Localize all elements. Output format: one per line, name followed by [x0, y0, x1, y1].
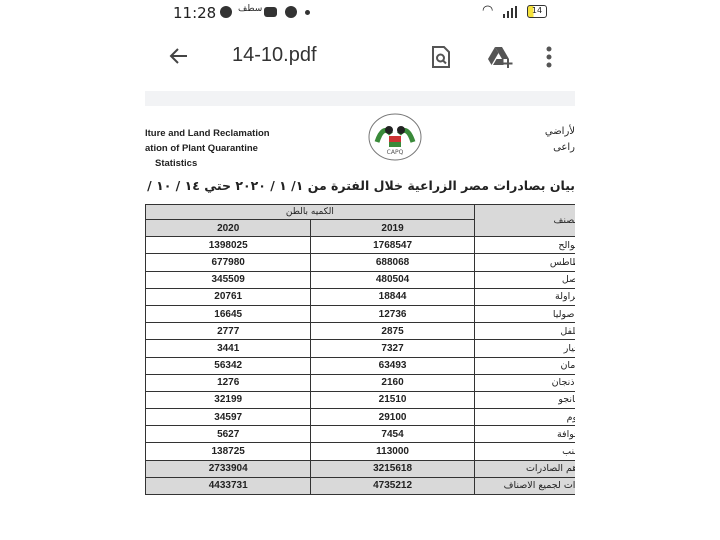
item-name: عنب: [473, 442, 575, 461]
svg-text:CAPQ: CAPQ: [387, 149, 404, 156]
table-row: 345509480504بصل: [145, 270, 575, 289]
wifi-icon: ◠: [482, 3, 494, 18]
value-2020: 345509: [145, 270, 312, 289]
pdf-page[interactable]: lture and Land Reclamation ation of Plan…: [145, 106, 575, 506]
item-name: ناصوليا: [473, 304, 575, 324]
item-header: الصنف: [473, 203, 575, 238]
table-row: 2076118844فراولة: [145, 287, 575, 306]
header-ar-line-2: راعى: [553, 142, 575, 153]
document-heading: بيان بصادرات مصر الزراعية خلال الفترة من…: [145, 178, 575, 193]
item-name: جوافة: [473, 425, 575, 444]
value-2019: 7327: [310, 339, 475, 358]
value-2019: 3215618: [310, 459, 475, 478]
value-2019: 2875: [310, 322, 475, 341]
value-2020: 1398025: [145, 236, 312, 255]
drive-add-icon[interactable]: [486, 45, 514, 69]
item-name: رمان: [473, 356, 575, 375]
total-row: 4433731 4735212 رات لجميع الاصناف: [145, 476, 575, 496]
value-2020: 138725: [145, 442, 312, 461]
value-2019: 21510: [310, 390, 475, 410]
quantity-header: الكميه بالطن: [145, 204, 475, 220]
table-row: 3459729100ثوم: [145, 408, 575, 427]
table-row: 13980251768547موالح: [145, 236, 575, 255]
value-2019: 7454: [310, 425, 475, 444]
value-2019: 1768547: [310, 236, 475, 255]
year-header-2020: 2020: [145, 218, 312, 238]
table-row: 138725113000عنب: [145, 442, 575, 461]
value-2020: 5627: [145, 425, 312, 444]
value-2019: 480504: [310, 270, 475, 289]
header-en-line-2: ation of Plant Quarantine: [145, 143, 258, 154]
value-2020: 34597: [145, 408, 312, 427]
item-name: بصل: [473, 270, 575, 289]
search-document-icon[interactable]: [430, 45, 452, 69]
capq-logo: CAPQ: [367, 112, 423, 162]
document-title: 14-10.pdf: [232, 44, 317, 66]
value-2019: 113000: [310, 442, 475, 461]
header-ar-line-1: لأراضي: [544, 126, 575, 137]
year-header-2019: 2019: [310, 218, 475, 238]
browser-icon: [285, 6, 297, 18]
signal-icon: [503, 6, 519, 18]
value-2019: 18844: [310, 287, 475, 306]
table-row: 12762160باذنجان: [145, 373, 575, 392]
total-row: 2733904 3215618 اهم الصادرات: [145, 459, 575, 478]
header-en-line-3: Statistics: [155, 158, 198, 169]
table-row: 1664512736ناصوليا: [145, 304, 575, 324]
item-name: فلفل: [473, 322, 575, 341]
value-2019: 12736: [310, 304, 475, 324]
value-2019: 29100: [310, 408, 475, 427]
value-2020: 2777: [145, 322, 312, 341]
value-2020: 677980: [145, 253, 312, 272]
value-2019: 2160: [310, 373, 475, 392]
battery-icon: 14: [527, 5, 547, 18]
item-name: خيار: [473, 339, 575, 358]
value-2020: 2733904: [145, 459, 312, 478]
table-row: 56277454جوافة: [145, 425, 575, 444]
page-gap: [145, 91, 575, 106]
table-row: 34417327خيار: [145, 339, 575, 358]
more-vert-icon[interactable]: [545, 46, 553, 68]
header-en-line-1: lture and Land Reclamation: [145, 128, 270, 139]
notification-text: سطف: [238, 4, 263, 14]
value-2020: 56342: [145, 356, 312, 375]
item-name: ثوم: [473, 408, 575, 427]
value-2020: 32199: [145, 390, 312, 410]
table-row: 5634263493رمان: [145, 356, 575, 375]
exports-table: الكميه بالطن الصنف 2020 2019 13980251768…: [145, 203, 575, 496]
table-row: 27772875فلفل: [145, 322, 575, 341]
value-2020: 3441: [145, 339, 312, 358]
youtube-icon: [264, 7, 277, 17]
item-name: اهم الصادرات: [473, 459, 575, 478]
clock: 11:28: [173, 4, 217, 22]
table-row: 677980688068طاطس: [145, 253, 575, 272]
value-2020: 20761: [145, 287, 312, 306]
messenger-icon: [220, 6, 232, 18]
value-2020: 4433731: [145, 476, 312, 496]
item-name: مانجو: [473, 390, 575, 410]
value-2019: 4735212: [310, 476, 475, 496]
value-2020: 1276: [145, 373, 312, 392]
item-name: موالح: [473, 236, 575, 255]
item-name: فراولة: [473, 287, 575, 306]
item-name: رات لجميع الاصناف: [473, 476, 575, 496]
item-name: طاطس: [473, 253, 575, 272]
more-notifications-dot: [305, 10, 310, 15]
value-2019: 688068: [310, 253, 475, 272]
table-row: 3219921510مانجو: [145, 390, 575, 410]
status-bar: 11:28 سطف ◠ 14: [0, 0, 720, 26]
back-arrow-icon[interactable]: [167, 44, 191, 68]
value-2019: 63493: [310, 356, 475, 375]
item-name: باذنجان: [473, 373, 575, 392]
value-2020: 16645: [145, 304, 312, 324]
